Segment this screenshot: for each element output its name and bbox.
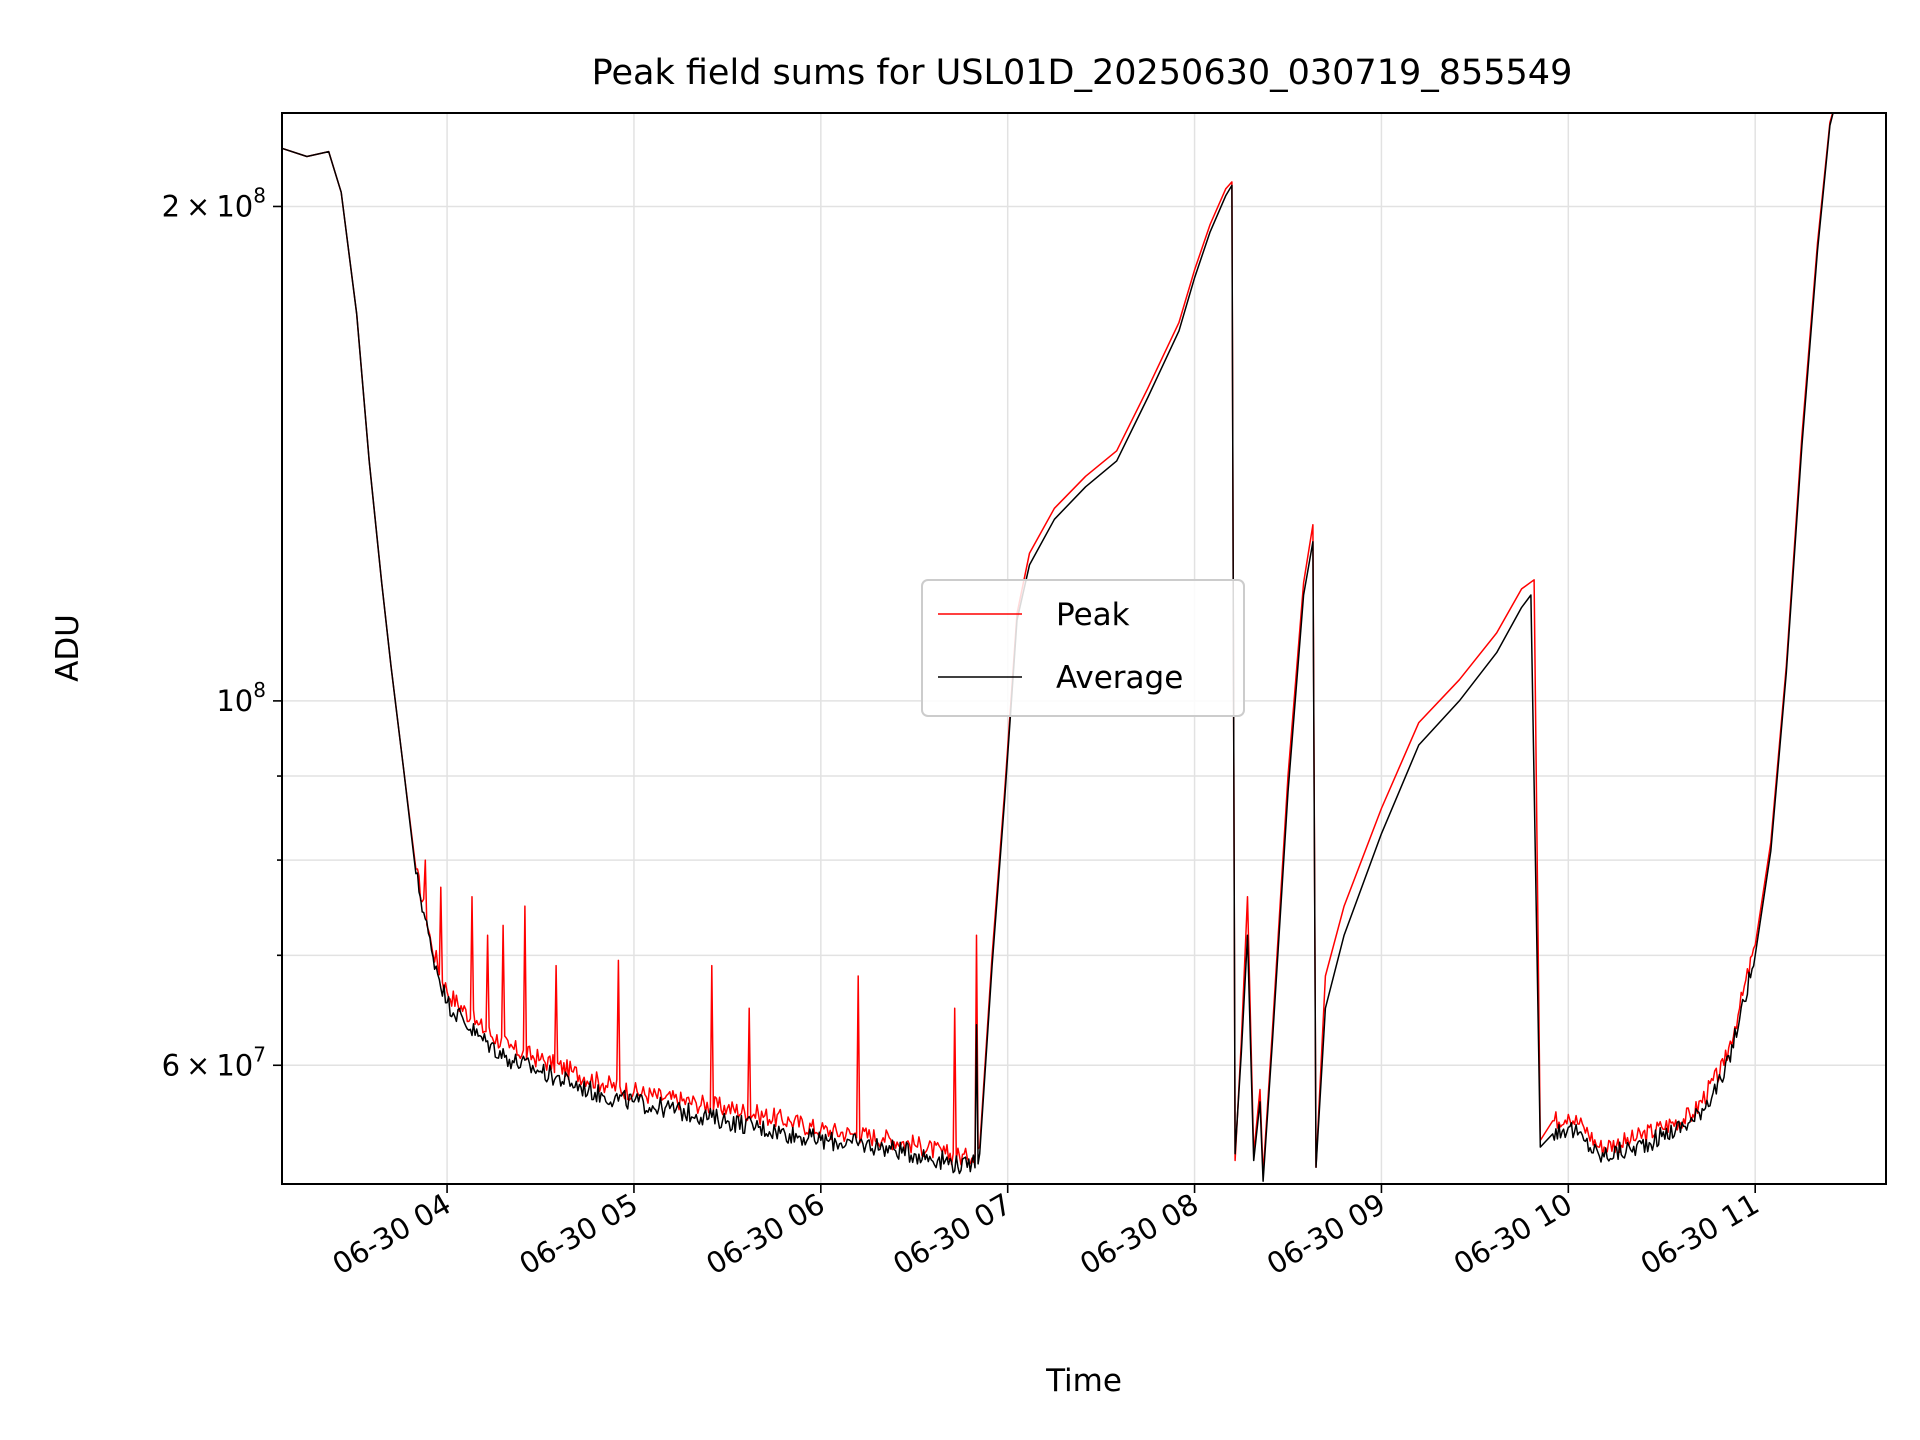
legend: Peak Average xyxy=(921,579,1245,717)
x-tick-label: 06-30 11 xyxy=(1635,1187,1765,1282)
x-axis: 06-30 04 06-30 05 06-30 06 06-30 07 06-30 08… xyxy=(327,1184,1765,1281)
chart-title: Peak field sums for USL01D_20250630_0307… xyxy=(592,53,1573,93)
legend-label-peak: Peak xyxy=(1056,597,1130,633)
y-axis-label: ADU xyxy=(50,614,86,682)
x-tick-label: 06-30 04 xyxy=(327,1187,457,1282)
x-tick-label: 06-30 09 xyxy=(1261,1187,1391,1282)
x-tick-label: 06-30 07 xyxy=(887,1187,1017,1282)
legend-label-average: Average xyxy=(1056,660,1183,696)
plot-area xyxy=(282,113,1834,1182)
series-line-average xyxy=(282,113,1834,1182)
y-axis: 6 × 107 108 2 × 108 xyxy=(162,183,282,1082)
y-tick-label: 2 × 108 xyxy=(162,183,266,223)
y-tick-label: 108 xyxy=(216,678,266,718)
x-tick-label: 06-30 05 xyxy=(514,1187,644,1282)
x-tick-label: 06-30 10 xyxy=(1448,1187,1578,1282)
y-tick-label: 6 × 107 xyxy=(162,1042,266,1082)
x-tick-label: 06-30 08 xyxy=(1074,1187,1204,1282)
plot-frame xyxy=(281,112,1887,1185)
series-line-peak xyxy=(282,113,1834,1175)
x-tick-label: 06-30 06 xyxy=(700,1187,830,1282)
x-axis-label: Time xyxy=(1045,1363,1122,1399)
